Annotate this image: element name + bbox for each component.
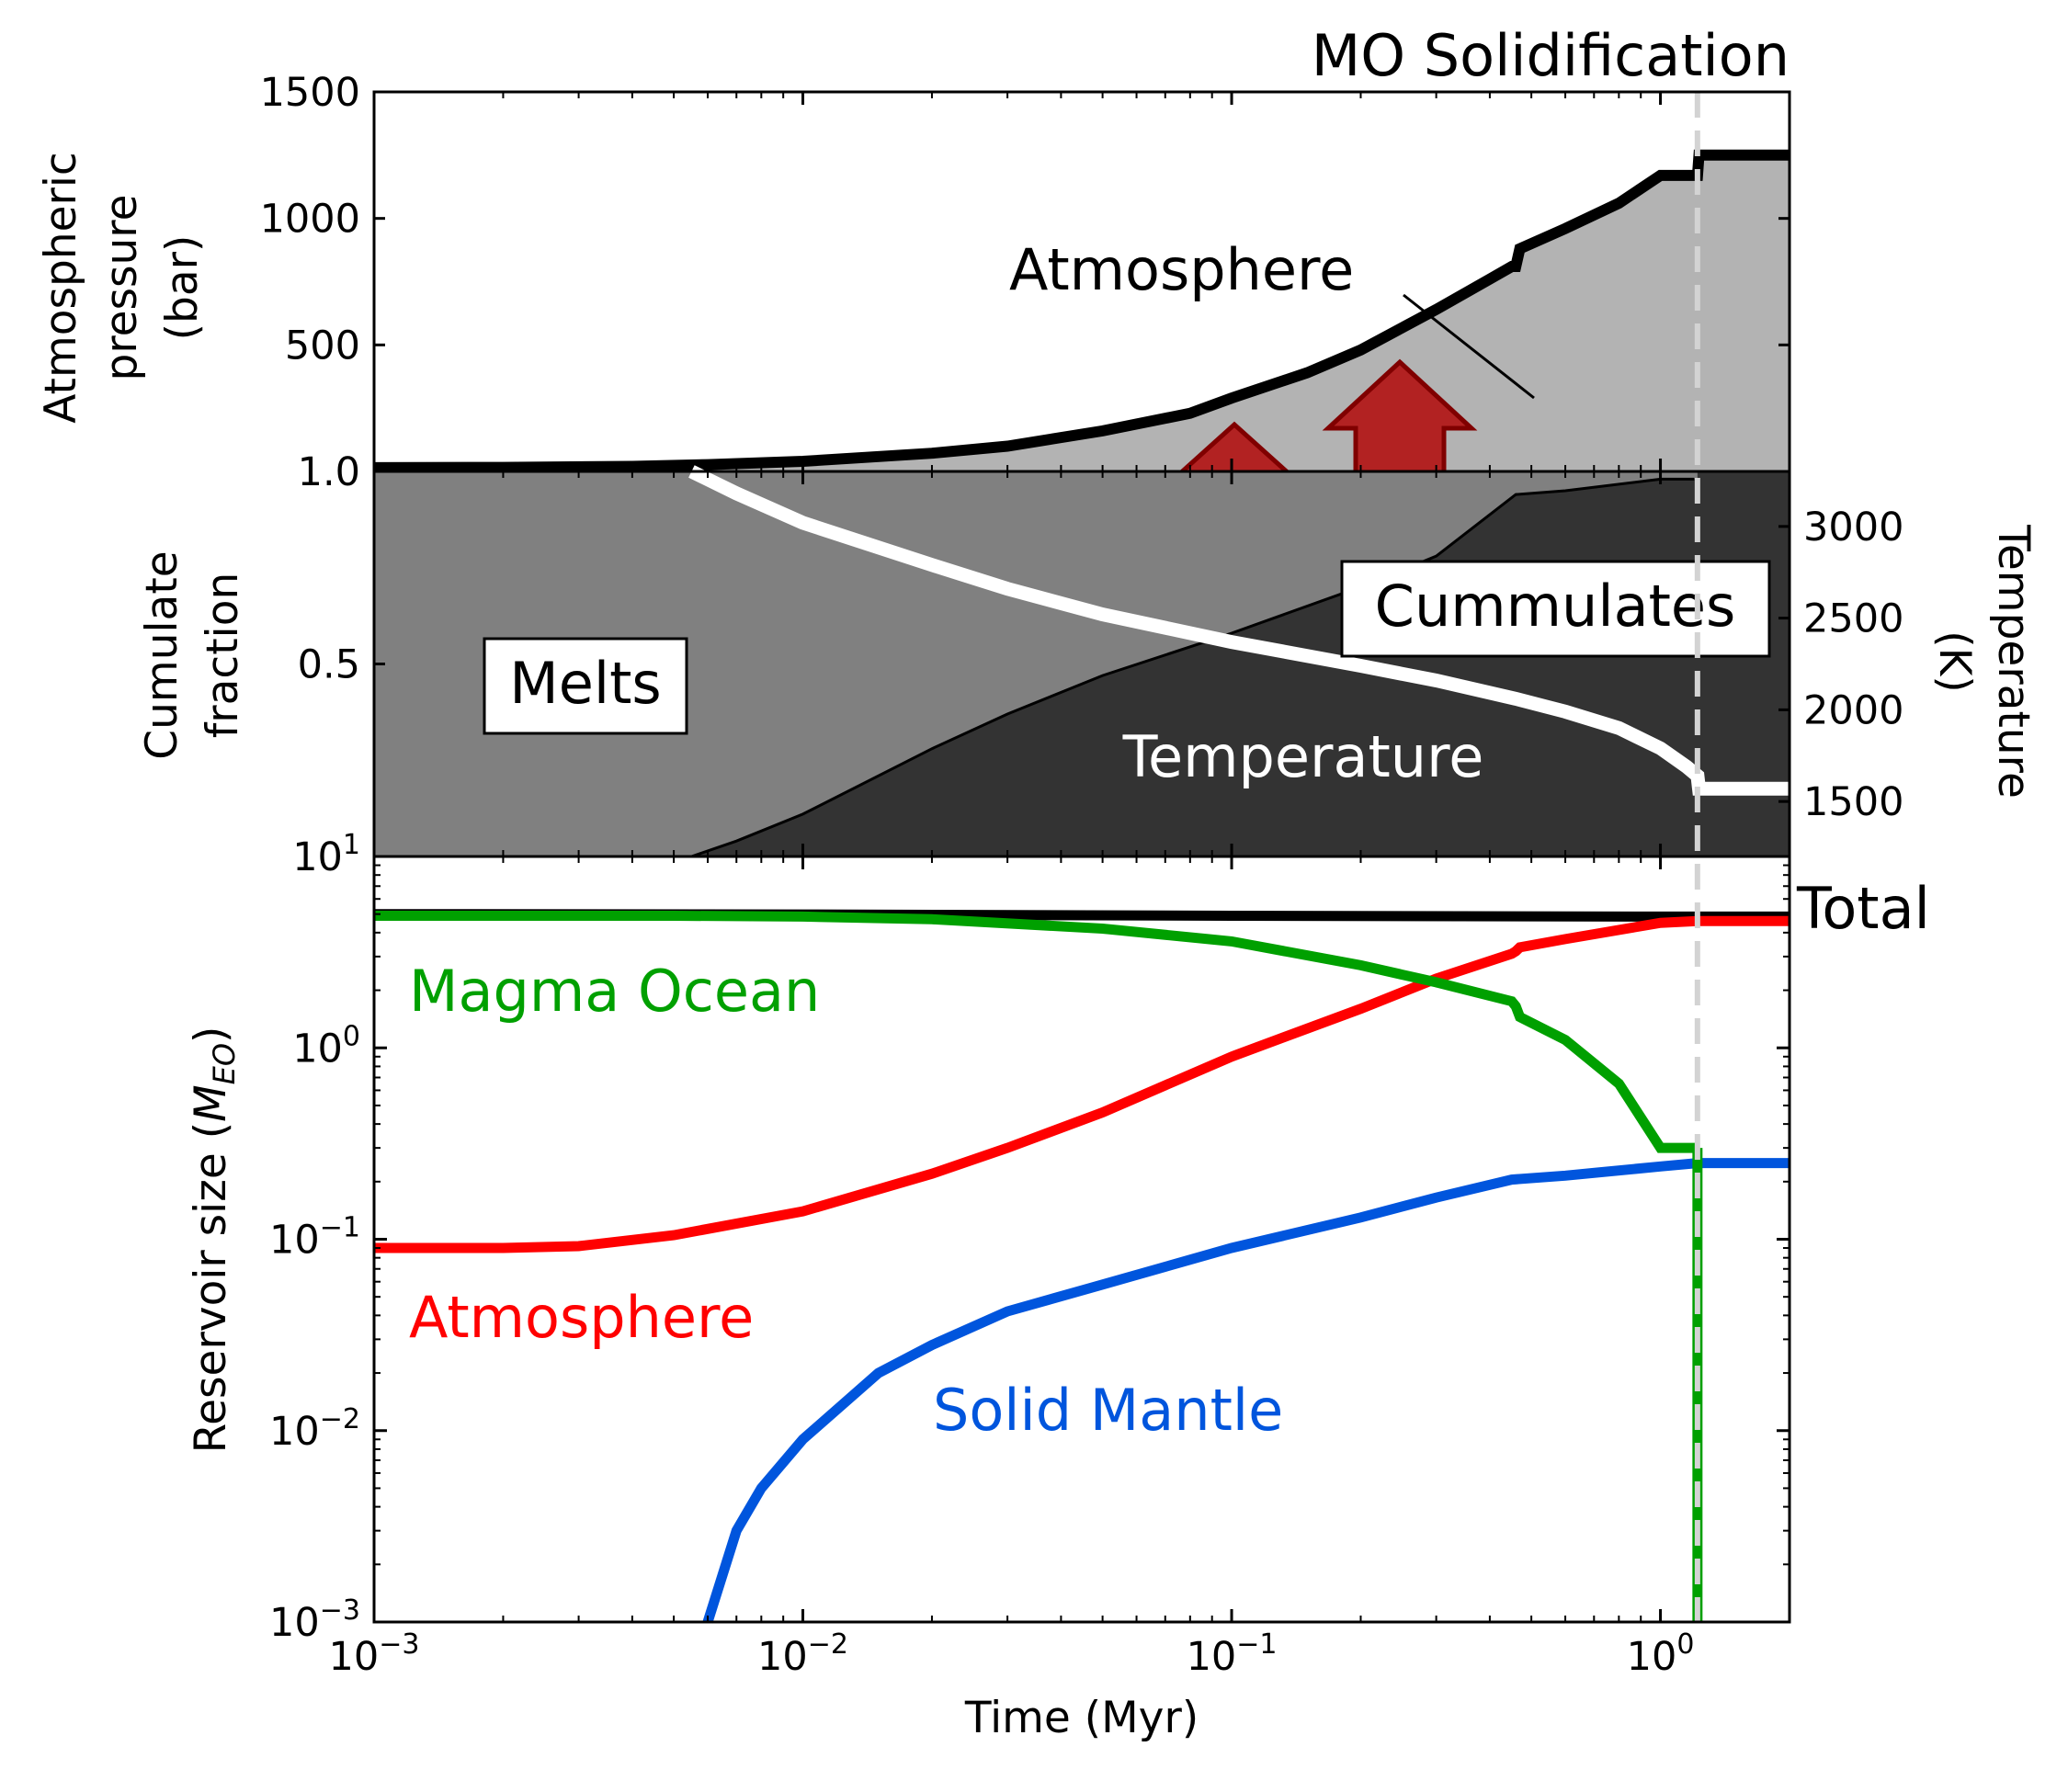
- y-tick-label: 100: [292, 1020, 360, 1072]
- bottom-y-axis-label-sub: EO: [207, 1043, 242, 1084]
- x-minor-ticks: [502, 92, 1642, 1622]
- y-tick-label: 1500: [260, 70, 360, 116]
- melts-label-box: [483, 637, 688, 735]
- x-tick-label: 10−2: [757, 1628, 848, 1680]
- y-tick-label: 101: [292, 829, 360, 880]
- series-line-magma-ocean: [374, 911, 1698, 1153]
- bottom-y-axis-label-end: ): [186, 1026, 236, 1043]
- bottom-y-axis-label: Reservoir size (MEO): [186, 1026, 242, 1454]
- atmosphere-annotation: Atmosphere: [1009, 236, 1354, 303]
- middle-y-axis-right: 3000 2500 2000 1500: [1778, 505, 1903, 825]
- atmosphere-annotation-pointer: [1403, 293, 1535, 400]
- y-tick-label: 10−2: [269, 1403, 360, 1455]
- top-y-axis: 1500 1000 500: [260, 70, 1790, 369]
- middle-y-axis-label-right: Temperature: [1988, 524, 2039, 799]
- cumulates-label: Cummulates: [1375, 573, 1736, 640]
- top-y-axis-label: Atmospheric: [36, 152, 86, 424]
- y-tick-label: 10−3: [269, 1594, 360, 1646]
- middle-y-axis-label: Cumulate: [137, 550, 187, 759]
- series-label-solid-mantle: Solid Mantle: [933, 1377, 1283, 1444]
- melts-label: Melts: [509, 650, 661, 717]
- y-tick-label-right: 2500: [1803, 596, 1903, 642]
- series-line-atmosphere: [374, 915, 1790, 1253]
- top-y-axis-label: (bar): [157, 235, 208, 341]
- y-tick-label-right: 1500: [1803, 779, 1903, 825]
- y-tick-label: 1000: [260, 197, 360, 243]
- x-tick-label: 100: [1627, 1628, 1695, 1680]
- y-tick-label: 500: [285, 323, 360, 369]
- x-tick-label: 10−3: [329, 1628, 420, 1680]
- bottom-y-axis-label-unit: M: [186, 1084, 236, 1122]
- series-label-magma-ocean: Magma Ocean: [409, 958, 820, 1025]
- y-tick-label: 1.0: [298, 449, 360, 495]
- series-label-total: Total: [1796, 875, 1930, 942]
- top-y-axis-label: pressure: [97, 194, 147, 380]
- x-tick-label: 10−1: [1187, 1628, 1278, 1680]
- x-axis-label: Time (Myr): [964, 1693, 1199, 1743]
- chart-title: MO Solidification: [1312, 22, 1790, 89]
- atmosphere-pressure-line: [373, 149, 1790, 473]
- bottom-panel-frame: [372, 855, 1791, 1624]
- middle-y-axis-label: fraction: [198, 573, 248, 739]
- temperature-line: [688, 465, 1790, 796]
- cumulate-line: [690, 477, 1695, 858]
- middle-y-axis: 1.0 0.5: [298, 449, 385, 688]
- series-label-atmosphere: Atmosphere: [409, 1284, 754, 1351]
- y-tick-label-right: 2000: [1803, 687, 1903, 733]
- series-line-solid-mantle: [702, 1158, 1790, 1624]
- middle-panel: Melts Cummulates Temperature 1.0 0.5 3000…: [298, 449, 1903, 858]
- y-tick-label: 10−1: [269, 1212, 360, 1264]
- y-tick-label-right: 3000: [1803, 505, 1903, 550]
- y-tick-label: 0.5: [298, 642, 360, 688]
- top-panel: Atmosphere MO Solidification 1500 1000 500: [260, 22, 1790, 568]
- bottom-y-axis-label-text: Reservoir size (: [186, 1122, 236, 1454]
- temperature-label: Temperature: [1122, 723, 1484, 790]
- y-axis-labels: Atmospheric pressure (bar) Cumulate fraction…: [36, 152, 2039, 799]
- middle-y-axis-label-right: (K): [1929, 630, 1980, 693]
